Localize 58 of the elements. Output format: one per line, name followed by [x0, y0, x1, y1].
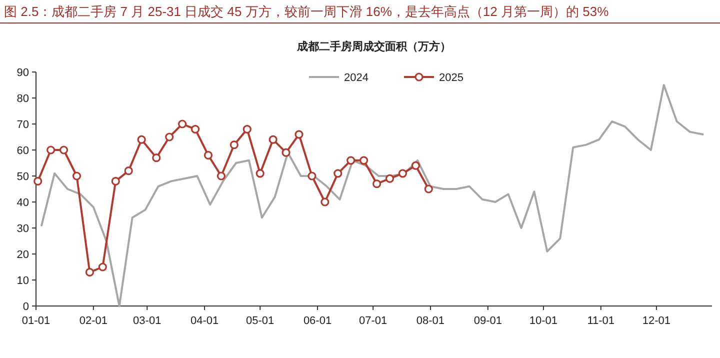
y-tick-label: 80	[16, 93, 29, 105]
x-tick-label: 02-01	[79, 315, 108, 327]
x-tick-label: 05-01	[246, 315, 274, 327]
y-tick-label: 60	[16, 145, 29, 157]
point	[165, 132, 174, 142]
point	[372, 180, 382, 188]
point	[152, 154, 161, 162]
x-tick-label: 08-01	[416, 315, 445, 327]
point	[124, 166, 133, 176]
point	[411, 161, 420, 170]
point	[424, 184, 433, 194]
point	[346, 156, 356, 165]
point	[85, 268, 94, 276]
point	[230, 140, 238, 150]
legend-label: 2024	[344, 72, 368, 84]
point	[59, 146, 68, 154]
point	[98, 262, 107, 272]
point	[204, 150, 213, 160]
point	[178, 120, 187, 128]
point	[111, 176, 120, 186]
y-tick-label: 90	[16, 67, 29, 79]
point	[360, 156, 368, 165]
point	[190, 124, 200, 134]
chart-title: 图 2.5：成都二手房 7 月 25-31 日成交 45 万方，较前一周下滑 16%，是去年高点（12 月第一周）的 53%	[4, 4, 610, 19]
y-tick-label: 40	[16, 197, 29, 209]
x-tick-label: 12-01	[642, 315, 671, 327]
x-tick-label: 10-01	[529, 315, 558, 327]
point	[385, 174, 394, 183]
point	[72, 172, 82, 180]
x-tick-label: 04-01	[190, 315, 219, 327]
point	[242, 124, 252, 134]
point	[137, 135, 146, 144]
point	[256, 169, 264, 178]
x-tick-label: 07-01	[359, 315, 388, 327]
x-tick-label: 01-01	[22, 315, 50, 327]
legend-label: 2025	[439, 72, 464, 84]
point	[320, 198, 330, 206]
chart-subtitle: 成都二手房周成交面积（万方）	[296, 40, 451, 53]
x-tick-label: 11-01	[587, 315, 615, 327]
point	[294, 130, 304, 139]
line-series	[40, 84, 704, 307]
point	[398, 169, 408, 178]
point	[34, 176, 42, 186]
x-tick-label: 06-01	[303, 315, 332, 327]
y-tick-label: 20	[16, 249, 29, 261]
y-tick-label: 30	[16, 223, 29, 235]
point	[268, 135, 278, 144]
point	[216, 172, 226, 180]
y-tick-label: 70	[16, 119, 29, 131]
y-tick-label: 50	[16, 171, 29, 183]
y-tick-label: 0	[22, 301, 29, 313]
point	[46, 146, 56, 154]
x-tick-label: 03-01	[133, 315, 162, 327]
point	[282, 148, 290, 157]
x-tick-label: 09-01	[474, 315, 502, 327]
point	[334, 169, 342, 178]
y-tick-label: 10	[16, 275, 29, 287]
point	[308, 172, 316, 180]
